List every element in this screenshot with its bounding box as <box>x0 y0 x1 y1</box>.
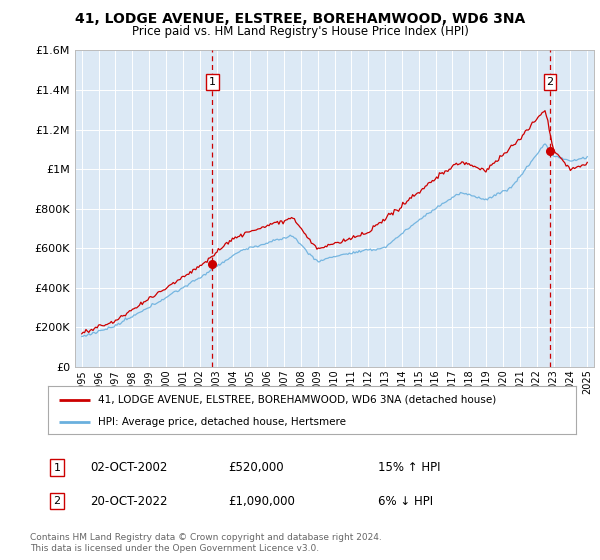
Text: £520,000: £520,000 <box>228 461 284 474</box>
Text: Price paid vs. HM Land Registry's House Price Index (HPI): Price paid vs. HM Land Registry's House … <box>131 25 469 38</box>
Text: 41, LODGE AVENUE, ELSTREE, BOREHAMWOOD, WD6 3NA: 41, LODGE AVENUE, ELSTREE, BOREHAMWOOD, … <box>75 12 525 26</box>
Text: 41, LODGE AVENUE, ELSTREE, BOREHAMWOOD, WD6 3NA (detached house): 41, LODGE AVENUE, ELSTREE, BOREHAMWOOD, … <box>98 395 496 405</box>
Text: 02-OCT-2002: 02-OCT-2002 <box>90 461 167 474</box>
Text: 2: 2 <box>547 77 554 87</box>
Text: 6% ↓ HPI: 6% ↓ HPI <box>378 494 433 508</box>
Text: HPI: Average price, detached house, Hertsmere: HPI: Average price, detached house, Hert… <box>98 417 346 427</box>
Text: 1: 1 <box>209 77 216 87</box>
Text: 2: 2 <box>53 496 61 506</box>
Text: Contains HM Land Registry data © Crown copyright and database right 2024.
This d: Contains HM Land Registry data © Crown c… <box>30 533 382 553</box>
Text: £1,090,000: £1,090,000 <box>228 494 295 508</box>
Text: 20-OCT-2022: 20-OCT-2022 <box>90 494 167 508</box>
Text: 15% ↑ HPI: 15% ↑ HPI <box>378 461 440 474</box>
Text: 1: 1 <box>53 463 61 473</box>
